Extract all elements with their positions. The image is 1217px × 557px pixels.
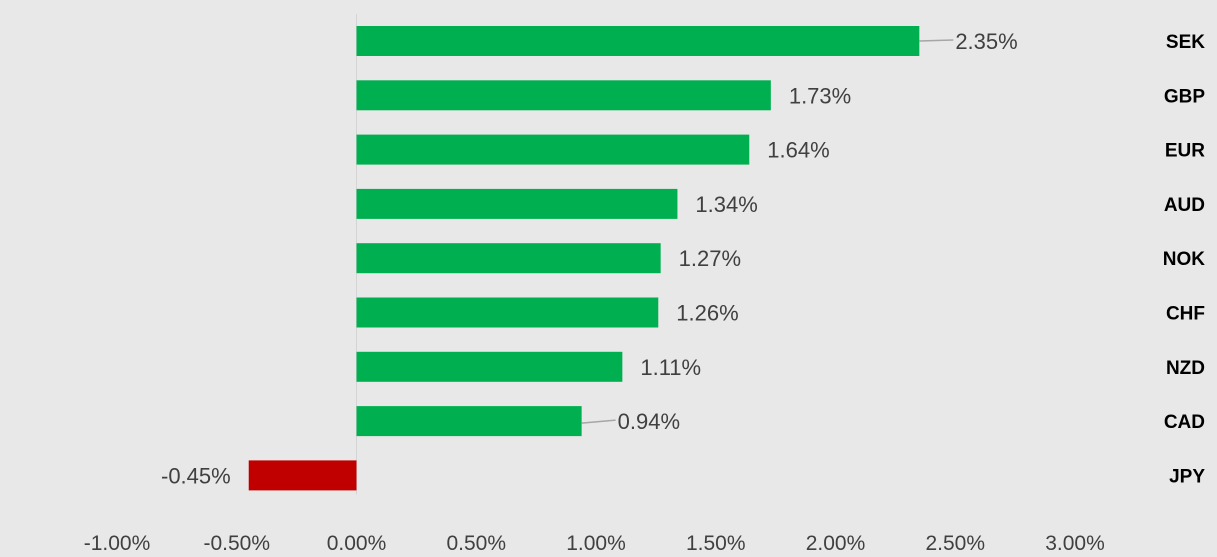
x-tick-label: -1.00%	[84, 532, 151, 555]
bar-eur	[356, 134, 750, 165]
x-tick-label: 1.00%	[566, 532, 626, 555]
value-label-eur: 1.64%	[767, 138, 829, 163]
value-label-cad: 0.94%	[618, 409, 680, 434]
category-label-nok: NOK	[1163, 249, 1206, 270]
bar-gbp	[356, 80, 771, 111]
bar-chf	[356, 297, 659, 328]
value-labels-group: 2.35% 1.73% 1.64% 1.34% 1.27% 1.26% 1.11% 0.94%…	[161, 29, 1018, 488]
x-tick-label: 0.00%	[327, 532, 387, 555]
x-tick-labels-group: -1.00% -0.50% 0.00% 0.50% 1.00% 1.50% 2.00% 2.5…	[84, 532, 1105, 555]
bars-group	[248, 26, 920, 491]
x-tick-label: 2.00%	[806, 532, 866, 555]
value-label-aud: 1.34%	[695, 192, 757, 217]
value-label-jpy: -0.45%	[161, 463, 231, 488]
category-label-cad: CAD	[1164, 412, 1205, 433]
x-tick-label: -0.50%	[203, 532, 270, 555]
value-label-nzd: 1.11%	[640, 355, 701, 380]
x-tick-label: 2.50%	[925, 532, 985, 555]
category-label-eur: EUR	[1165, 141, 1205, 162]
bar-sek	[356, 26, 920, 56]
category-label-chf: CHF	[1166, 304, 1205, 325]
category-label-sek: SEK	[1166, 32, 1205, 53]
bar-cad	[356, 406, 582, 437]
leader-line-sek	[919, 39, 954, 42]
x-tick-label: 3.00%	[1045, 532, 1105, 555]
x-tick-label: 0.50%	[446, 532, 506, 555]
value-label-chf: 1.26%	[676, 301, 738, 326]
bar-aud	[356, 188, 678, 219]
value-label-nok: 1.27%	[679, 246, 741, 271]
category-label-nzd: NZD	[1166, 358, 1205, 379]
category-labels-group: SEK GBP EUR AUD NOK CHF NZD CAD JPY	[1163, 32, 1206, 487]
leader-line-cad	[581, 419, 616, 424]
leader-lines-group	[581, 39, 954, 424]
value-label-sek: 2.35%	[955, 29, 1017, 54]
category-label-jpy: JPY	[1169, 466, 1205, 487]
category-label-gbp: GBP	[1164, 86, 1206, 107]
bar-nok	[356, 243, 661, 274]
value-label-gbp: 1.73%	[789, 83, 851, 108]
bar-jpy	[248, 460, 357, 491]
category-label-aud: AUD	[1164, 195, 1205, 216]
bar-nzd	[356, 351, 623, 382]
x-tick-label: 1.50%	[686, 532, 746, 555]
